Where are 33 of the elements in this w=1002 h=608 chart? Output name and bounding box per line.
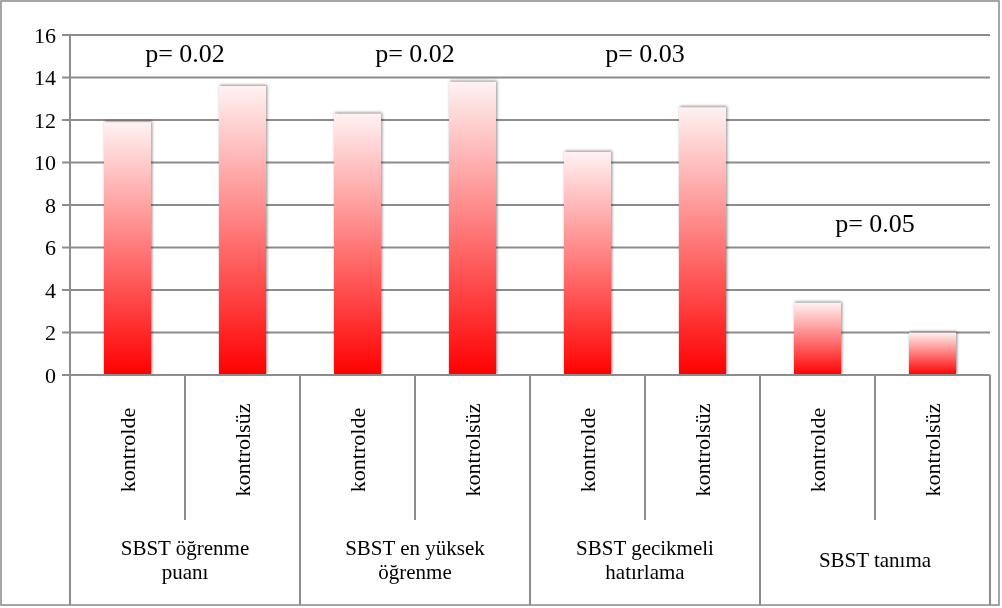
y-tick-label: 8 (45, 192, 56, 218)
x-tick-label: kontrolde (805, 407, 831, 493)
text: SBST öğrenme puanı (120, 536, 250, 585)
x-tick-label: kontrolde (575, 407, 601, 493)
bar (908, 332, 957, 375)
y-tick-label: 10 (34, 150, 56, 176)
bar (333, 113, 382, 375)
bar (678, 107, 727, 375)
y-tick-label: 6 (45, 235, 56, 261)
annotation: p= 0.02 (375, 39, 455, 69)
bar (218, 86, 267, 375)
x-tick-label: kontrolde (115, 407, 141, 493)
bar (103, 122, 152, 375)
text: SBST tanıma (818, 548, 932, 573)
text: SBST gecikmeli hatırlama (576, 536, 715, 585)
y-tick-label: 12 (34, 107, 56, 133)
annotation: p= 0.05 (835, 208, 915, 238)
y-tick-label: 4 (45, 277, 56, 303)
bar (448, 81, 497, 375)
x-tick-label: kontrolsüz (460, 403, 486, 497)
x-tick-label: kontrolsüz (230, 403, 256, 497)
y-tick-label: 16 (34, 22, 56, 48)
text: SBST en yüksek öğrenme (345, 536, 486, 585)
x-tick-label: kontrolsüz (920, 403, 946, 497)
annotation: p= 0.02 (145, 39, 225, 69)
bar (563, 151, 612, 375)
y-tick-label: 14 (34, 65, 56, 91)
y-tick-label: 0 (45, 362, 56, 388)
bar (793, 302, 842, 375)
y-tick-label: 2 (45, 320, 56, 346)
x-tick-label: kontrolde (345, 407, 371, 493)
x-tick-label: kontrolsüz (690, 403, 716, 497)
annotation: p= 0.03 (605, 39, 685, 69)
